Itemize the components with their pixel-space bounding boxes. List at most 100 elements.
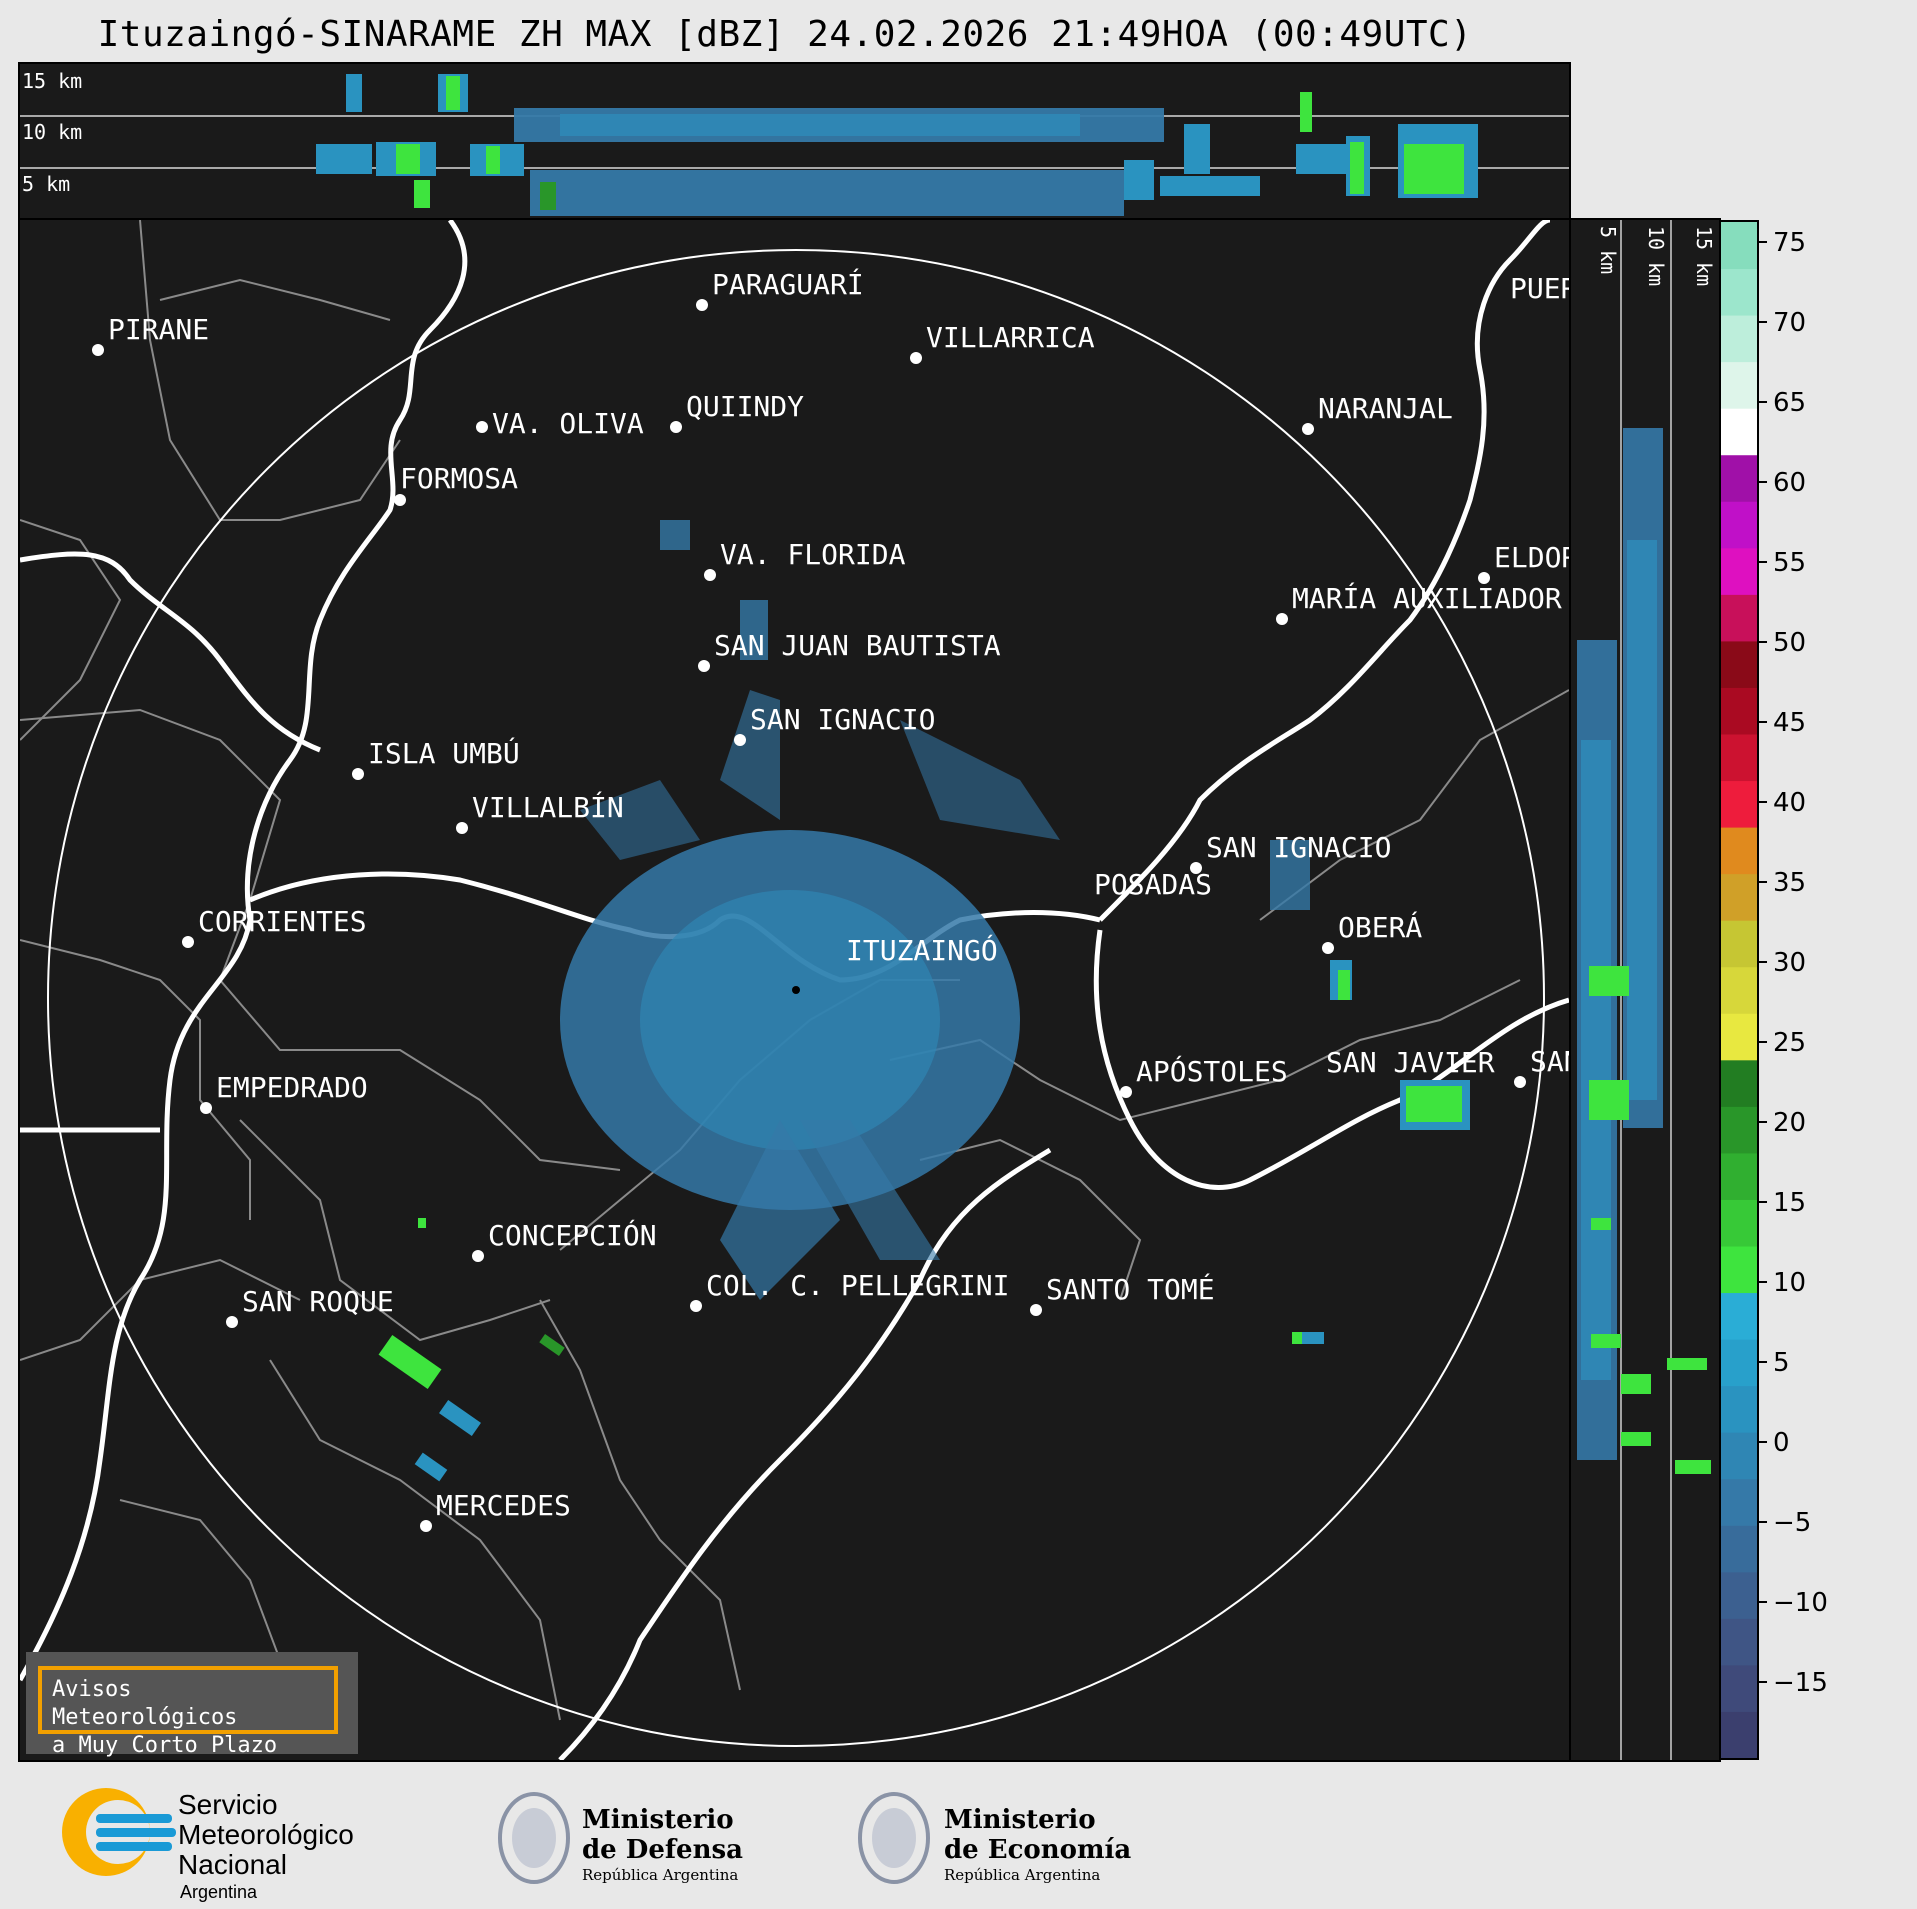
colorbar-swatch <box>1721 873 1757 921</box>
colorbar-swatch <box>1721 1199 1757 1247</box>
city-label: ELDOR <box>1494 541 1569 574</box>
top-height-profile: 15 km 10 km 5 km <box>18 62 1571 220</box>
radar-echoes <box>378 520 1470 1482</box>
city-label: QUIINDY <box>686 390 804 423</box>
colorbar-swatch <box>1721 1571 1757 1619</box>
colorbar-swatch <box>1721 594 1757 642</box>
city-label: PARAGUARÍ <box>712 267 864 301</box>
colorbar-swatch <box>1721 780 1757 828</box>
colorbar-swatch <box>1721 1385 1757 1433</box>
colorbar-tick-label: 45 <box>1773 708 1806 738</box>
city-label: ISLA UMBÚ <box>368 736 520 770</box>
escudo-icon <box>498 1792 570 1884</box>
colorbar-tick-label: 35 <box>1773 868 1806 898</box>
defensa-name-2: de Defensa <box>582 1835 743 1865</box>
city-label: MERCEDES <box>436 1489 571 1522</box>
city-label: SAN JAVIER <box>1326 1046 1495 1079</box>
economia-name-1: Ministerio <box>944 1805 1096 1835</box>
province-boundaries <box>20 220 1569 1741</box>
colorbar-swatch <box>1721 268 1757 316</box>
side-profile-5km-label: 5 km <box>1596 226 1620 274</box>
colorbar-swatch <box>1721 1059 1757 1107</box>
colorbar-swatch <box>1721 827 1757 875</box>
colorbar-swatch <box>1721 501 1757 549</box>
colorbar-swatch <box>1721 1106 1757 1154</box>
colorbar-swatch <box>1721 361 1757 409</box>
defensa-name-3: República Argentina <box>582 1866 738 1884</box>
city-label: PUER <box>1510 272 1569 305</box>
city-label: FORMOSA <box>400 462 518 495</box>
colorbar-swatch <box>1721 920 1757 968</box>
top-profile-echoes <box>316 74 1478 216</box>
city-label: COL. C. PELLEGRINI <box>706 1269 1009 1302</box>
colorbar-swatch <box>1721 1432 1757 1480</box>
top-profile-10km-label: 10 km <box>22 120 82 144</box>
city-label: APÓSTOLES <box>1136 1054 1288 1088</box>
colorbar-swatch <box>1721 1246 1757 1294</box>
colorbar-tick-label: −10 <box>1773 1588 1828 1618</box>
colorbar-swatch <box>1721 1339 1757 1387</box>
economia-name-3: República Argentina <box>944 1866 1100 1884</box>
city-label: EMPEDRADO <box>216 1071 368 1104</box>
city-label: SANTO TOMÉ <box>1046 1272 1215 1306</box>
economia-name-2: de Economía <box>944 1835 1131 1865</box>
colorbar-swatch <box>1721 734 1757 782</box>
city-label: CONCEPCIÓN <box>488 1218 657 1252</box>
smn-name-3: Nacional <box>178 1849 287 1880</box>
colorbar-tick-label: 40 <box>1773 788 1806 818</box>
colorbar-tick-label: 10 <box>1773 1268 1806 1298</box>
city-markers: PARAGUARÍ PIRANE VILLARRICA VA. OLIVA QU… <box>92 267 1569 1532</box>
city-label: POSADAS <box>1094 868 1212 901</box>
city-label: OBERÁ <box>1338 910 1422 944</box>
city-label: MARÍA AUXILIADOR <box>1292 581 1562 615</box>
city-label: PIRANE <box>108 313 209 346</box>
side-height-profile: 5 km 10 km 15 km <box>1569 218 1721 1762</box>
radar-map[interactable]: PARAGUARÍ PIRANE VILLARRICA VA. OLIVA QU… <box>18 218 1571 1762</box>
colorbar-swatch <box>1721 222 1757 270</box>
colorbar-tick-label: 25 <box>1773 1028 1806 1058</box>
colorbar-swatch <box>1721 1478 1757 1526</box>
colorbar-tick-label: 65 <box>1773 388 1806 418</box>
colorbar-swatch <box>1721 966 1757 1014</box>
colorbar-tick-label: 20 <box>1773 1108 1806 1138</box>
logo-strip: Servicio Meteorológico Nacional Argentin… <box>0 1762 1917 1909</box>
smn-name-4: Argentina <box>180 1882 258 1902</box>
top-profile-5km-label: 5 km <box>22 172 70 196</box>
colorbar-tick-label: 30 <box>1773 948 1806 978</box>
colorbar-swatch <box>1721 1618 1757 1666</box>
colorbar-swatch <box>1721 315 1757 363</box>
smn-logo: Servicio Meteorológico Nacional Argentin… <box>62 1788 354 1902</box>
city-label: VILLARRICA <box>926 321 1095 354</box>
side-profile-echoes <box>1577 428 1711 1474</box>
defensa-logo: Ministerio de Defensa República Argentin… <box>498 1792 743 1884</box>
colorbar <box>1719 220 1759 1760</box>
city-label: SAN IGNACIO <box>750 703 935 736</box>
top-profile-15km-label: 15 km <box>22 69 82 93</box>
colorbar-swatch <box>1721 1152 1757 1200</box>
city-label: NARANJAL <box>1318 392 1453 425</box>
city-label: ITUZAINGÓ <box>846 933 998 967</box>
smn-name-2: Meteorológico <box>178 1819 354 1850</box>
colorbar-swatch <box>1721 1711 1757 1758</box>
city-label: CORRIENTES <box>198 905 367 938</box>
city-label: SAN ROQUE <box>242 1285 394 1318</box>
map-title: Ituzaingó-SINARAME ZH MAX [dBZ] 24.02.20… <box>97 14 1473 55</box>
colorbar-tick-label: 70 <box>1773 308 1806 338</box>
colorbar-swatch <box>1721 687 1757 735</box>
colorbar-tick-label: 60 <box>1773 468 1806 498</box>
smn-name-1: Servicio <box>178 1789 278 1820</box>
city-label: SAN IGNACIO <box>1206 831 1391 864</box>
colorbar-swatch <box>1721 1664 1757 1712</box>
economia-logo: Ministerio de Economía República Argenti… <box>858 1792 1131 1884</box>
city-label: VILLALBÍN <box>472 790 624 824</box>
colorbar-swatch <box>1721 1292 1757 1340</box>
side-profile-15km-label: 15 km <box>1692 226 1716 286</box>
warning-box[interactable]: Avisos Meteorológicos a Muy Corto Plazo <box>26 1652 358 1758</box>
warning-line-2: a Muy Corto Plazo <box>52 1733 278 1758</box>
colorbar-tick-label: 5 <box>1773 1348 1790 1378</box>
colorbar-swatch <box>1721 640 1757 688</box>
city-label: VA. FLORIDA <box>720 538 906 571</box>
escudo-icon <box>858 1792 930 1884</box>
